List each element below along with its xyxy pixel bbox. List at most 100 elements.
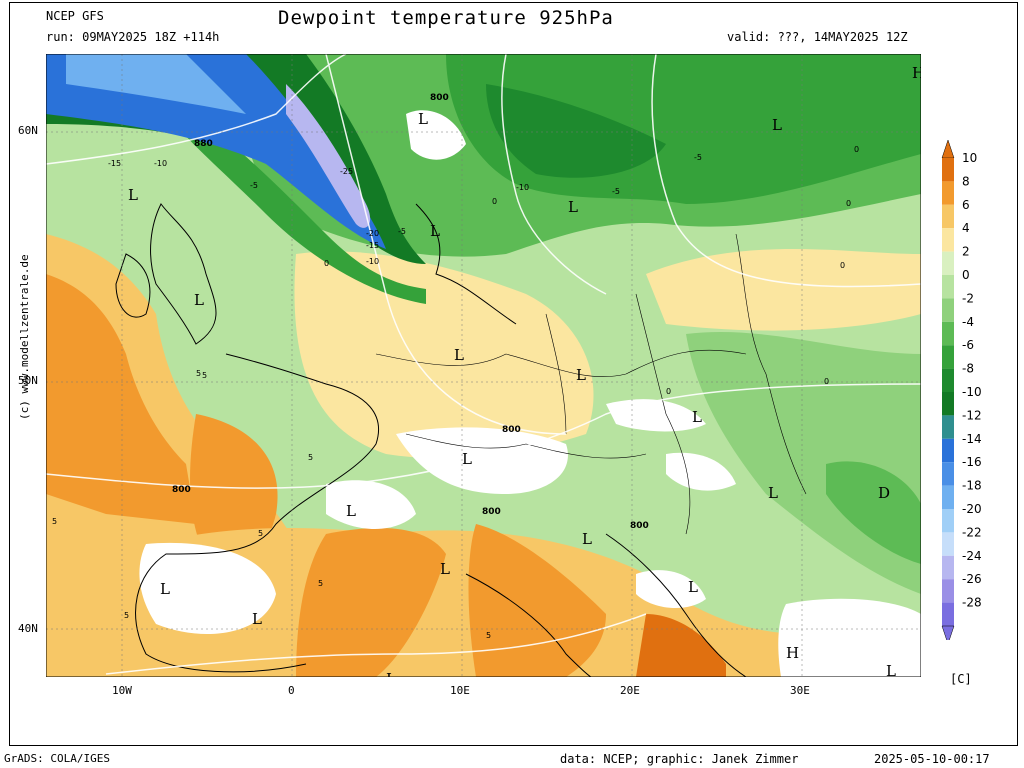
pressure-letter: L bbox=[346, 502, 356, 520]
colorbar-cell bbox=[942, 509, 954, 533]
pressure-letter: L bbox=[886, 662, 896, 677]
contour-2 bbox=[46, 54, 347, 165]
isotherm-label: -10 bbox=[154, 159, 167, 168]
mask-east bbox=[666, 452, 736, 491]
field-region-black-sea bbox=[826, 461, 921, 564]
isotherm-label: 0 bbox=[824, 377, 829, 386]
isotherm-label: -20 bbox=[366, 229, 379, 238]
colorbar-cell bbox=[942, 158, 954, 182]
pressure-letter: D bbox=[878, 484, 890, 502]
isotherm-label: 0 bbox=[324, 259, 329, 268]
coast-britain bbox=[150, 203, 217, 345]
colorbar-label: -16 bbox=[962, 455, 982, 469]
colorbar-label: -20 bbox=[962, 502, 982, 516]
dewpoint-map: L L L L L L L L L L L L L L L L L L L H … bbox=[46, 54, 921, 677]
colorbar-cell bbox=[942, 462, 954, 486]
field-region-med-west bbox=[296, 528, 446, 677]
geopotential-labels: 880 800 800 800 800 800 bbox=[172, 93, 649, 531]
colorbar-cell bbox=[942, 251, 954, 275]
field-region-cold-north bbox=[66, 54, 246, 114]
isotherm-label: -5 bbox=[612, 187, 620, 196]
colorbar-label: -8 bbox=[962, 362, 974, 376]
colorbar-label: 2 bbox=[962, 245, 970, 259]
colorbar-cell bbox=[942, 275, 954, 299]
borders bbox=[375, 233, 807, 535]
contour-4 bbox=[501, 54, 607, 295]
colorbar-cell bbox=[942, 579, 954, 603]
pressure-letter: L bbox=[386, 670, 396, 677]
contour-3 bbox=[325, 54, 567, 435]
run-label: run: 09MAY2025 18Z +114h bbox=[46, 30, 220, 44]
isotherm-label: -5 bbox=[398, 227, 406, 236]
lon-label-30e: 30E bbox=[790, 684, 810, 697]
pressure-letter: L bbox=[454, 346, 464, 364]
colorbar-cell bbox=[942, 555, 954, 580]
pressure-letter: L bbox=[576, 366, 586, 384]
colorbar-cells bbox=[941, 140, 955, 640]
colorbar-arrow-bottom bbox=[941, 625, 955, 640]
coastlines bbox=[115, 203, 747, 677]
valid-label: valid: ???, 14MAY2025 12Z bbox=[727, 30, 908, 44]
chart-title: Dewpoint temperature 925hPa bbox=[278, 7, 614, 29]
colorbar-cell bbox=[942, 321, 954, 346]
field-region-atlantic bbox=[46, 274, 196, 524]
pressure-letter: L bbox=[128, 186, 138, 204]
field-region-mediterranean bbox=[106, 528, 806, 677]
colorbar-label: 6 bbox=[962, 198, 970, 212]
contour-6 bbox=[105, 613, 647, 675]
pressure-systems: L L L L L L L L L L L L L L L L L L L H … bbox=[128, 64, 921, 677]
isotherm-label: -5 bbox=[250, 181, 258, 190]
border-5 bbox=[735, 233, 807, 495]
colorbar-cell bbox=[942, 228, 954, 252]
chart-frame bbox=[9, 2, 1018, 746]
isotherm-label: 0 bbox=[854, 145, 859, 154]
mask-iberia bbox=[139, 542, 276, 634]
pressure-letter: L bbox=[252, 610, 262, 628]
geopotential-label: 880 bbox=[194, 139, 213, 149]
colorbar-label: -10 bbox=[962, 385, 982, 399]
contour-5 bbox=[651, 54, 921, 288]
pressure-letter: L bbox=[768, 484, 778, 502]
geopotential-contours bbox=[46, 54, 921, 675]
mask-massif bbox=[326, 480, 416, 529]
colorbar-label: -24 bbox=[962, 549, 982, 563]
lat-label-60n: 60N bbox=[18, 124, 38, 137]
colorbar-label: -28 bbox=[962, 596, 982, 610]
pressure-letter: L bbox=[440, 560, 450, 578]
lat-label-40n: 40N bbox=[18, 622, 38, 635]
pressure-letter: L bbox=[430, 222, 440, 240]
graticule bbox=[46, 54, 921, 677]
isotherm-label: 0 bbox=[840, 261, 845, 270]
colorbar-arrow-top bbox=[941, 140, 955, 159]
pressure-letter: L bbox=[568, 198, 578, 216]
coast-ireland bbox=[115, 253, 151, 318]
lon-label-10e: 10E bbox=[450, 684, 470, 697]
mask-norway bbox=[406, 110, 466, 160]
isotherm-label: 5 bbox=[202, 371, 207, 380]
pressure-letter: L bbox=[692, 408, 702, 426]
geopotential-label: 800 bbox=[502, 425, 521, 435]
colorbar-label: -4 bbox=[962, 315, 974, 329]
colorbar: 10 8 6 4 2 0 -2 -4 -6 -8 -10 -12 -14 -16 -18 -20 -22 -24 -… bbox=[941, 140, 982, 640]
field-region-east bbox=[646, 249, 921, 331]
lon-label-20e: 20E bbox=[620, 684, 640, 697]
pressure-letter: H bbox=[786, 644, 799, 662]
footer-timestamp: 2025-05-10-00:17 bbox=[874, 752, 990, 766]
colorbar-label: 8 bbox=[962, 174, 970, 188]
colorbar-label: -6 bbox=[962, 338, 974, 352]
isotherm-label: -15 bbox=[366, 241, 379, 250]
pressure-letter: L bbox=[688, 578, 698, 596]
footer-credit: data: NCEP; graphic: Janek Zimmer bbox=[560, 752, 799, 766]
colorbar-cell bbox=[942, 438, 954, 463]
geopotential-label: 800 bbox=[430, 93, 449, 103]
isotherm-label: 5 bbox=[196, 369, 201, 378]
border-4 bbox=[635, 293, 691, 535]
isotherm-label: 0 bbox=[846, 199, 851, 208]
coast-italy bbox=[465, 573, 592, 677]
isotherm-label: 0 bbox=[666, 387, 671, 396]
mask-balkans bbox=[636, 570, 706, 609]
isotherm-label: 5 bbox=[258, 529, 263, 538]
colorbar-cell bbox=[942, 298, 954, 322]
isotherm-label: -5 bbox=[694, 153, 702, 162]
contour-1 bbox=[46, 383, 921, 489]
